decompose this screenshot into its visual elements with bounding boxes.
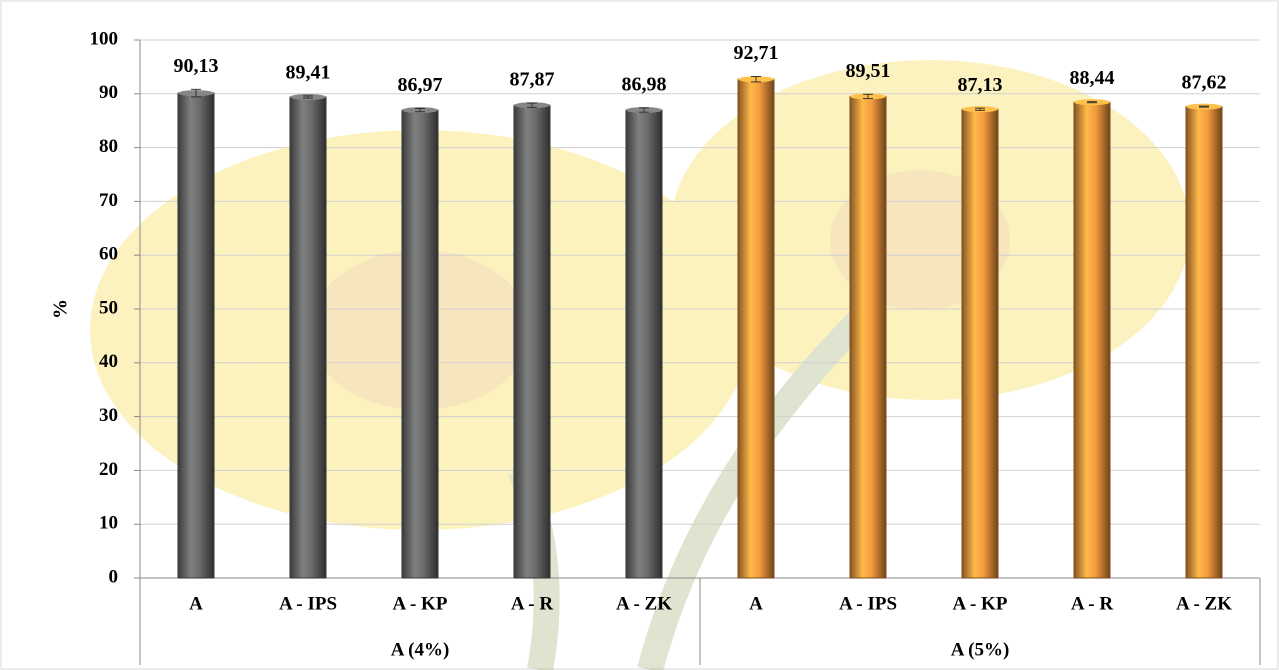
y-tick-label: 20 xyxy=(99,459,118,480)
bar xyxy=(177,92,215,579)
y-tick-label: 0 xyxy=(109,566,119,587)
bar xyxy=(625,109,663,579)
value-label: 86,97 xyxy=(398,74,443,96)
y-axis-label: % xyxy=(50,299,72,319)
bar xyxy=(1185,106,1223,579)
x-tick-label: A - IPS xyxy=(839,593,897,614)
value-label: 87,87 xyxy=(510,69,555,91)
x-tick-label: A - R xyxy=(511,593,554,614)
value-label: 92,71 xyxy=(734,42,779,64)
bar xyxy=(401,109,439,579)
y-tick-label: 60 xyxy=(99,244,118,265)
value-label: 87,13 xyxy=(958,74,1003,96)
value-label: 88,44 xyxy=(1070,67,1115,89)
y-tick-label: 10 xyxy=(99,513,118,534)
value-label: 87,62 xyxy=(1182,72,1227,94)
y-tick-label: 70 xyxy=(99,190,118,211)
x-tick-label: A - ZK xyxy=(616,593,672,614)
group-label: A (5%) xyxy=(951,639,1010,660)
y-tick-label: 80 xyxy=(99,136,118,157)
value-label: 89,51 xyxy=(846,60,891,82)
x-tick-label: A - KP xyxy=(393,593,448,614)
x-tick-label: A - IPS xyxy=(279,593,337,614)
x-tick-label: A - R xyxy=(1071,593,1114,614)
x-tick-label: A xyxy=(749,593,763,614)
x-tick-label: A - ZK xyxy=(1176,593,1232,614)
bar xyxy=(513,104,551,579)
x-tick-label: A xyxy=(189,593,203,614)
value-label: 86,98 xyxy=(622,73,667,95)
y-tick-label: 90 xyxy=(99,82,118,103)
bar xyxy=(737,78,775,579)
group-label: A (4%) xyxy=(391,639,450,660)
value-label: 90,13 xyxy=(174,55,219,77)
bar xyxy=(961,108,999,579)
bar xyxy=(1073,101,1111,579)
bar xyxy=(849,95,887,579)
y-tick-label: 50 xyxy=(99,297,118,318)
value-label: 89,41 xyxy=(286,61,331,83)
x-tick-label: A - KP xyxy=(953,593,1008,614)
y-tick-label: 40 xyxy=(99,351,118,372)
y-tick-label: 30 xyxy=(99,405,118,426)
y-tick-label: 100 xyxy=(90,28,119,49)
bar xyxy=(289,96,327,579)
